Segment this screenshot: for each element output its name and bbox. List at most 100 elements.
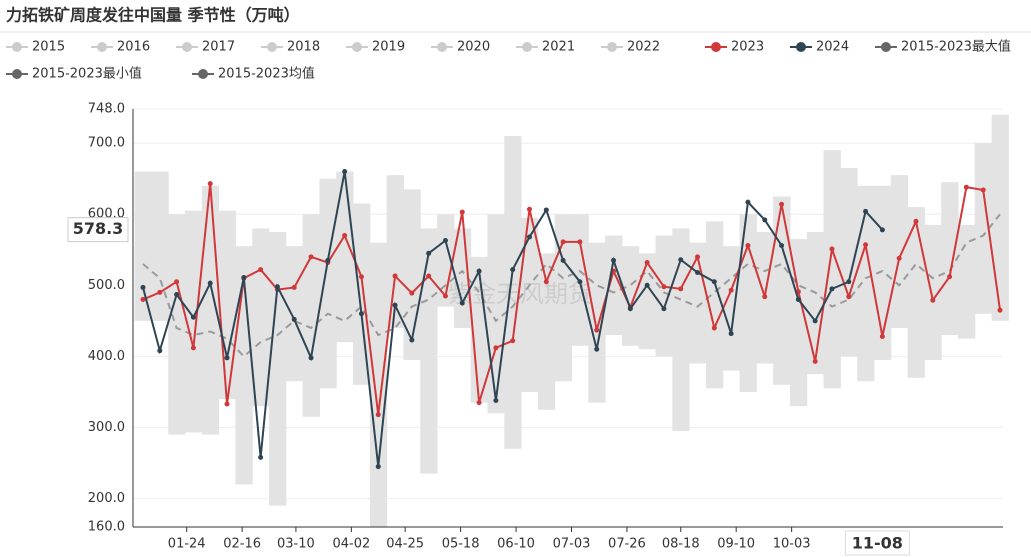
range-band [554, 214, 572, 382]
data-point [190, 345, 196, 351]
data-point [392, 273, 398, 279]
range-band [605, 235, 623, 336]
data-point [274, 284, 280, 290]
data-point [258, 454, 264, 460]
y-tick-label: 700.0 [88, 136, 125, 151]
range-band [437, 214, 455, 307]
data-point [728, 331, 734, 337]
data-point [678, 257, 684, 263]
data-point [594, 327, 600, 333]
x-tick-label: 05-18 [442, 537, 480, 552]
legend-icon [352, 42, 362, 52]
legend-icon [12, 69, 22, 79]
range-band [252, 228, 270, 407]
x-tick-label: 01-24 [168, 537, 206, 552]
data-point [812, 358, 818, 364]
series-line [142, 213, 1001, 358]
legend-label: 2016 [117, 40, 150, 55]
data-point [812, 318, 818, 324]
series-line [142, 183, 1001, 415]
range-band [168, 214, 186, 435]
range-band [722, 246, 741, 371]
data-point [476, 268, 482, 274]
data-point [846, 294, 852, 300]
range-band [857, 185, 875, 382]
x-tick-label: 06-10 [497, 537, 535, 552]
data-point [762, 217, 768, 223]
range-band [941, 182, 959, 336]
legend-label: 2015 [32, 40, 65, 55]
data-point [745, 242, 751, 248]
range-band [134, 171, 152, 321]
legend-icon [607, 42, 617, 52]
data-point [543, 279, 549, 285]
data-point [997, 307, 1003, 313]
range-band [655, 235, 673, 357]
data-point [829, 246, 835, 252]
data-point [375, 412, 381, 418]
data-point [140, 297, 146, 303]
data-point [140, 284, 146, 290]
legend-label: 2024 [816, 40, 849, 55]
range-band [924, 224, 942, 360]
y-tick-label: 200.0 [88, 491, 125, 506]
range-band [319, 178, 337, 389]
data-point [459, 300, 465, 306]
x-tick-label: 04-02 [332, 537, 370, 552]
data-point [963, 184, 969, 190]
data-point [695, 254, 701, 260]
data-point [174, 292, 180, 298]
crosshair-y-label: 578.3 [73, 219, 124, 238]
data-point [879, 227, 885, 233]
data-point [358, 274, 364, 280]
range-band [353, 203, 371, 385]
x-tick-label: 04-25 [386, 537, 424, 552]
data-point [577, 239, 583, 245]
data-point [644, 282, 650, 288]
legend-label: 2023 [731, 40, 764, 55]
y-tick-label: 160.0 [88, 520, 125, 535]
range-band [269, 231, 287, 506]
x-tick-label: 08-18 [662, 537, 700, 552]
range-band [890, 175, 909, 328]
data-point [846, 279, 852, 285]
data-point [291, 284, 297, 290]
legend-icon [796, 42, 806, 52]
data-point [342, 169, 348, 175]
data-point [409, 337, 415, 343]
range-band [957, 224, 976, 339]
data-point [358, 311, 364, 317]
range-band [806, 231, 825, 375]
data-point [611, 257, 617, 263]
data-point [947, 274, 953, 280]
data-point [426, 273, 432, 279]
data-point [879, 333, 885, 339]
crosshair-x-box [844, 530, 910, 556]
range-band [369, 242, 388, 528]
legend-label: 2018 [287, 40, 320, 55]
data-point [459, 209, 465, 215]
data-point [560, 239, 566, 245]
range-band [773, 196, 791, 385]
legend-label: 2021 [542, 40, 575, 55]
legend-label: 2019 [372, 40, 405, 55]
legend-icon [182, 42, 192, 52]
legend-label: 2017 [202, 40, 235, 55]
data-point [510, 338, 516, 344]
data-point [678, 286, 684, 292]
data-point [863, 242, 869, 248]
range-band [537, 253, 556, 410]
range-band [386, 175, 404, 328]
data-point [594, 346, 600, 352]
data-point [863, 208, 869, 214]
legend-label: 2015-2023均值 [218, 66, 315, 82]
data-point [745, 199, 751, 205]
data-point [560, 257, 566, 263]
y-tick-label: 500.0 [88, 278, 125, 293]
chart-title: 力拓铁矿周度发往中国量 季节性（万吨） [6, 6, 300, 25]
x-tick-label: 07-03 [553, 537, 591, 552]
x-tick-label: 03-10 [277, 537, 315, 552]
data-point [661, 306, 667, 312]
data-point [157, 348, 163, 354]
